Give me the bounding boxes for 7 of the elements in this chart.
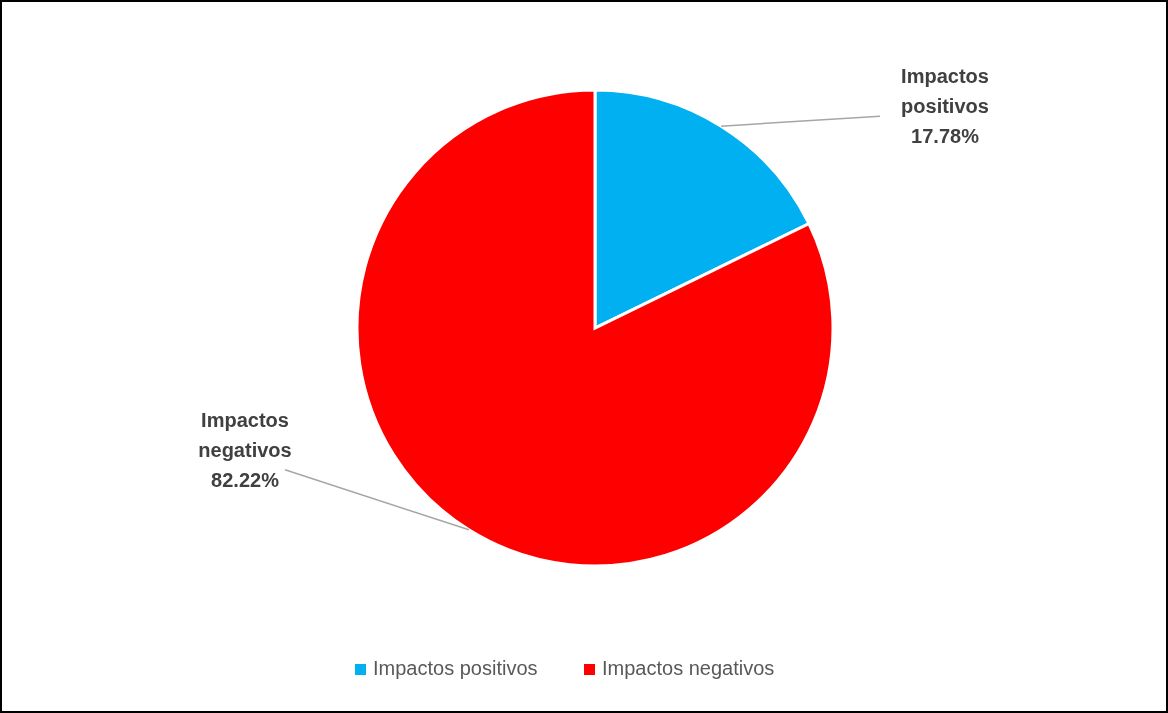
legend-label: Impactos negativos xyxy=(602,657,775,679)
data-label: 17.78% xyxy=(911,125,980,148)
pie-slice xyxy=(355,88,835,568)
slice-label: Impactos negativos xyxy=(198,408,292,461)
data-label: 82.22% xyxy=(211,468,280,491)
slice-label: Impactos positivos xyxy=(901,65,989,118)
legend-label: Impactos positivos xyxy=(373,657,538,679)
